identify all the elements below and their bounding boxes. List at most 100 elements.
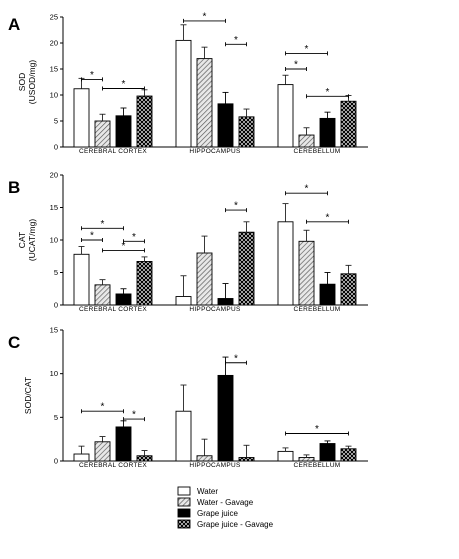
bar-grape-juice-cerebral-cortex <box>115 426 132 462</box>
significance-bracket: * <box>123 232 145 244</box>
significance-bracket: * <box>285 184 328 196</box>
bar-water-gavage-cerebral-cortex <box>94 441 111 462</box>
bar-grape-juice-gavage-cerebellum <box>340 273 357 306</box>
bar-grape-juice-cerebellum <box>319 443 336 462</box>
y-tick-label: 10 <box>50 369 58 378</box>
panel-letter: C <box>8 333 20 352</box>
significance-star: * <box>101 219 105 230</box>
significance-bracket: * <box>285 60 307 71</box>
y-tick-label: 15 <box>50 203 58 212</box>
bar-grape-juice-gavage-cerebellum <box>340 448 357 462</box>
category-label-hippocampus: HIPPOCAMPUS <box>189 148 241 155</box>
legend-item-grape-juice: Grape juice <box>177 508 238 518</box>
bar-water-cerebral-cortex <box>73 88 90 148</box>
significance-star: * <box>305 44 309 55</box>
bar-water-cerebral-cortex <box>73 253 90 306</box>
y-tick-label: 15 <box>50 65 58 74</box>
category-label-cerebral-cortex: CEREBRAL CORTEX <box>79 148 147 155</box>
bar-grape-juice-gavage-cerebral-cortex <box>136 455 153 462</box>
bar-grape-juice-gavage-cerebral-cortex <box>136 95 153 148</box>
significance-bracket: * <box>102 241 145 253</box>
legend-label: Grape juice - Gavage <box>197 520 274 529</box>
legend-swatch <box>177 519 191 529</box>
bar-grape-juice-hippocampus <box>217 374 234 462</box>
significance-bracket: * <box>81 402 124 414</box>
bar-water-gavage-hippocampus <box>196 58 213 148</box>
legend-label: Water <box>197 487 218 496</box>
y-axis-unit: (UCAT/mg) <box>27 219 37 262</box>
legend-swatch <box>177 486 191 496</box>
significance-star: * <box>90 70 94 81</box>
significance-star: * <box>101 402 105 413</box>
significance-bracket: * <box>306 87 349 99</box>
legend-label: Grape juice <box>197 509 238 518</box>
y-tick-label: 20 <box>50 39 58 48</box>
significance-star: * <box>122 79 126 90</box>
significance-star: * <box>294 60 298 71</box>
y-axis-title: SOD <box>17 73 27 91</box>
significance-bracket: * <box>183 11 226 23</box>
bar-water-hippocampus <box>175 410 192 462</box>
y-tick-label: 10 <box>50 91 58 100</box>
significance-star: * <box>132 410 136 421</box>
legend-swatch <box>177 508 191 518</box>
legend-label: Water - Gavage <box>197 498 254 507</box>
significance-bracket: * <box>81 231 103 242</box>
bar-water-cerebellum <box>277 221 294 306</box>
category-label-cerebellum: CEREBELLUM <box>293 462 340 469</box>
y-axis-title: CAT <box>17 232 27 248</box>
bar-water-gavage-cerebral-cortex <box>94 120 111 148</box>
bar-grape-juice-cerebellum <box>319 283 336 306</box>
y-tick-label: 25 <box>50 13 58 22</box>
y-tick-label: 0 <box>54 143 58 152</box>
significance-bracket: * <box>225 353 247 365</box>
category-label-cerebellum: CEREBELLUM <box>293 306 340 313</box>
panels-layer: A SOD (USOD/mg) 0 5 10 15 20 25 CEREBRAL CORTEX HI… <box>8 11 368 469</box>
bar-grape-juice-gavage-hippocampus <box>238 457 255 462</box>
bar-water-gavage-hippocampus <box>196 455 213 462</box>
significance-star: * <box>305 184 309 195</box>
category-label-cerebral-cortex: CEREBRAL CORTEX <box>79 462 147 469</box>
bar-water-cerebellum <box>277 450 294 462</box>
y-tick-label: 20 <box>50 171 58 180</box>
category-label-hippocampus: HIPPOCAMPUS <box>189 462 241 469</box>
legend: Water Water - Gavage Grape juice Grape juic… <box>177 486 274 529</box>
significance-bracket: * <box>306 212 349 224</box>
significance-star: * <box>122 241 126 252</box>
bar-grape-juice-hippocampus <box>217 103 234 148</box>
significance-star: * <box>90 231 94 242</box>
bar-water-cerebellum <box>277 84 294 148</box>
significance-star: * <box>203 11 207 22</box>
bar-grape-juice-gavage-cerebral-cortex <box>136 261 153 306</box>
bar-grape-juice-gavage-hippocampus <box>238 231 255 306</box>
significance-star: * <box>326 212 330 223</box>
significance-star: * <box>234 35 238 46</box>
bar-water-cerebral-cortex <box>73 453 90 462</box>
significance-star: * <box>326 87 330 98</box>
bar-grape-juice-gavage-cerebellum <box>340 100 357 148</box>
y-tick-label: 0 <box>54 457 58 466</box>
significance-star: * <box>234 201 238 212</box>
y-tick-label: 10 <box>50 236 58 245</box>
panel-letter: A <box>8 15 20 34</box>
bar-water-gavage-hippocampus <box>196 252 213 306</box>
legend-item-grape-juice-gavage: Grape juice - Gavage <box>177 519 274 529</box>
significance-bracket: * <box>225 201 247 213</box>
y-tick-label: 5 <box>54 268 58 277</box>
bar-grape-juice-cerebellum <box>319 117 336 148</box>
y-tick-label: 5 <box>54 117 58 126</box>
chart-panel-a: A SOD (USOD/mg) 0 5 10 15 20 25 CEREBRAL CORTEX HI… <box>8 11 368 155</box>
significance-bracket: * <box>285 44 328 56</box>
bar-water-gavage-cerebellum <box>298 240 315 306</box>
legend-item-water-gavage: Water - Gavage <box>177 497 254 507</box>
bar-grape-juice-cerebral-cortex <box>115 115 132 148</box>
significance-bracket: * <box>225 35 247 47</box>
y-axis-title: SOD/CAT <box>23 377 33 414</box>
significance-bracket: * <box>123 410 145 422</box>
category-label-cerebral-cortex: CEREBRAL CORTEX <box>79 306 147 313</box>
significance-star: * <box>315 424 319 435</box>
significance-star: * <box>234 353 238 364</box>
bar-water-hippocampus <box>175 39 192 148</box>
bar-water-gavage-cerebellum <box>298 457 315 462</box>
